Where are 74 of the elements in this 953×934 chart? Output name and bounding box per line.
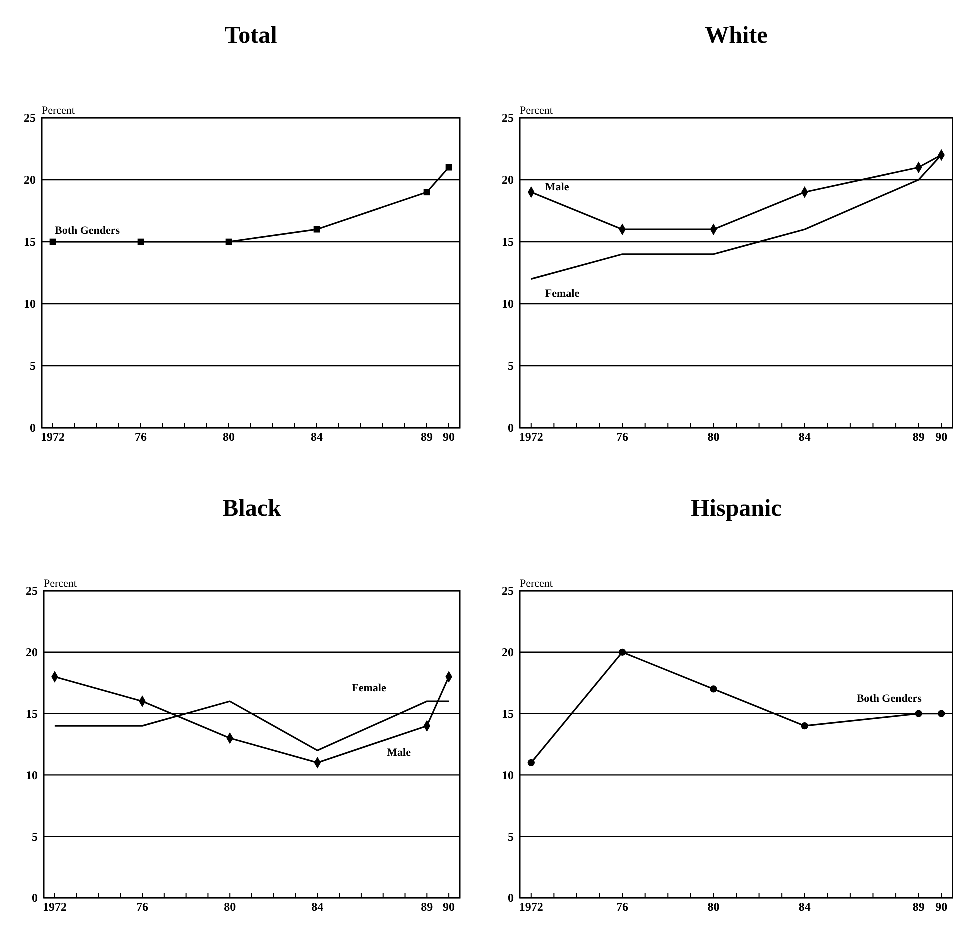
point bbox=[618, 648, 626, 656]
y-tick-label: 5 bbox=[32, 830, 38, 844]
x-tick-label: 84 bbox=[312, 900, 324, 914]
point bbox=[138, 238, 144, 246]
point bbox=[226, 238, 232, 246]
series-label: Male bbox=[545, 181, 570, 194]
point bbox=[50, 238, 56, 246]
x-tick-label: 80 bbox=[224, 900, 236, 914]
y-tick-label: 15 bbox=[26, 707, 38, 721]
y-tick-label: 0 bbox=[32, 891, 38, 906]
x-tick-label: 90 bbox=[443, 900, 456, 914]
chart-title: Hispanic bbox=[691, 496, 782, 522]
series-label: Both Genders bbox=[856, 692, 923, 705]
x-tick-label: 1972 bbox=[42, 900, 67, 914]
x-tick-label: 89 bbox=[421, 900, 434, 914]
y-tick-label: 20 bbox=[502, 646, 514, 660]
x-tick-label: 76 bbox=[135, 430, 147, 444]
y-axis-title: Percent bbox=[42, 105, 75, 117]
y-tick-label: 25 bbox=[24, 111, 36, 126]
x-tick-label: 89 bbox=[421, 430, 433, 444]
y-tick-label: 25 bbox=[502, 584, 514, 598]
x-tick-label: 80 bbox=[708, 430, 720, 444]
y-tick-label: 5 bbox=[508, 359, 514, 374]
y-tick-label: 20 bbox=[502, 173, 514, 188]
y-axis-title: Percent bbox=[520, 578, 553, 590]
y-tick-label: 5 bbox=[508, 830, 514, 844]
y-tick-label: 10 bbox=[502, 768, 514, 782]
y-tick-label: 0 bbox=[508, 421, 514, 436]
series-label: Both Genders bbox=[55, 225, 121, 237]
x-tick-label: 76 bbox=[616, 430, 629, 444]
point bbox=[938, 710, 946, 718]
x-tick-label: 80 bbox=[223, 430, 235, 444]
x-tick-label: 76 bbox=[616, 900, 629, 914]
x-tick-label: 90 bbox=[936, 430, 948, 444]
y-tick-label: 20 bbox=[26, 646, 38, 660]
x-tick-label: 89 bbox=[912, 430, 925, 444]
point bbox=[446, 164, 452, 171]
series-label: Male bbox=[387, 747, 412, 760]
y-tick-label: 0 bbox=[30, 421, 36, 436]
y-axis-title: Percent bbox=[520, 105, 553, 117]
series-label: Female bbox=[545, 288, 580, 300]
x-tick-label: 1972 bbox=[519, 900, 544, 914]
y-tick-label: 15 bbox=[24, 235, 36, 250]
chart-title: Total bbox=[224, 23, 278, 49]
x-tick-label: 1972 bbox=[519, 430, 544, 444]
x-tick-label: 84 bbox=[798, 900, 811, 914]
y-tick-label: 15 bbox=[502, 707, 514, 721]
chart-title: White bbox=[705, 23, 768, 49]
x-tick-label: 80 bbox=[708, 900, 720, 914]
x-tick-label: 84 bbox=[798, 430, 811, 444]
y-axis-title: Percent bbox=[44, 578, 77, 590]
y-tick-label: 25 bbox=[502, 111, 514, 126]
point bbox=[528, 759, 535, 766]
y-tick-label: 20 bbox=[24, 173, 36, 188]
x-tick-label: 84 bbox=[311, 430, 323, 444]
x-tick-label: 89 bbox=[912, 900, 925, 914]
y-tick-label: 5 bbox=[30, 359, 36, 374]
x-tick-label: 1972 bbox=[41, 430, 65, 444]
point bbox=[314, 226, 320, 233]
y-tick-label: 10 bbox=[502, 297, 514, 312]
y-tick-label: 25 bbox=[26, 584, 38, 598]
text: Female bbox=[352, 682, 386, 695]
point bbox=[710, 686, 718, 693]
y-tick-label: 15 bbox=[502, 235, 514, 250]
point bbox=[424, 189, 430, 196]
x-tick-label: 90 bbox=[443, 430, 455, 444]
y-tick-label: 0 bbox=[508, 891, 514, 906]
x-tick-label: 76 bbox=[136, 900, 149, 914]
y-tick-label: 10 bbox=[26, 768, 38, 782]
chart-title: Black bbox=[222, 496, 282, 522]
point bbox=[915, 710, 922, 718]
x-tick-label: 90 bbox=[936, 900, 948, 914]
point bbox=[801, 722, 808, 730]
y-tick-label: 10 bbox=[24, 297, 36, 312]
